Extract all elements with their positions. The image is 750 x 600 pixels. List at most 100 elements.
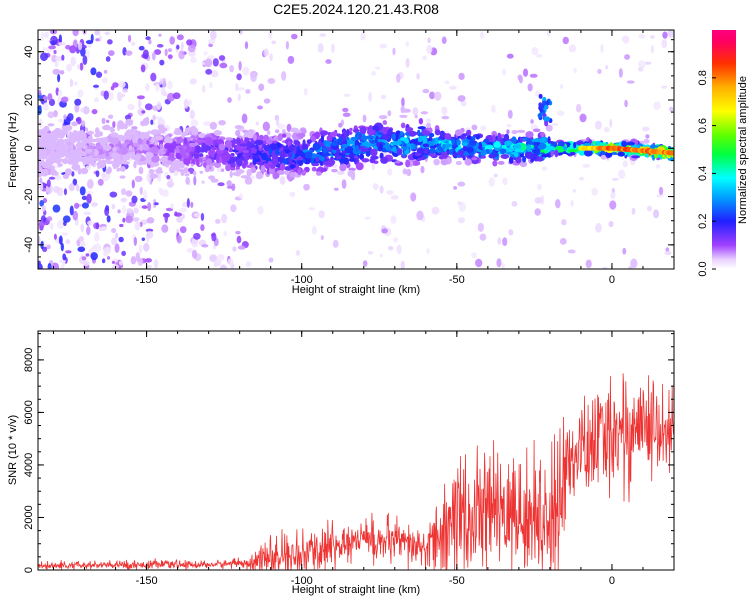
- noise-blob: [236, 73, 242, 81]
- ridge-blob: [311, 166, 317, 172]
- ridge-blob: [511, 136, 517, 144]
- ridge-blob: [57, 163, 63, 167]
- ridge-blob: [511, 151, 519, 156]
- noise-blob: [594, 120, 602, 130]
- ridge-blob: [75, 149, 84, 155]
- noise-blob: [52, 204, 61, 213]
- ridge-blob: [338, 122, 343, 128]
- noise-blob: [626, 80, 635, 84]
- ridge-blob: [257, 161, 264, 166]
- noise-blob: [114, 232, 119, 239]
- noise-blob: [137, 107, 145, 116]
- noise-blob: [392, 47, 396, 56]
- noise-blob: [665, 247, 670, 253]
- noise-blob: [208, 43, 213, 48]
- ridge-blob: [235, 137, 241, 146]
- ridge-blob: [142, 117, 150, 126]
- ridge-blob: [488, 153, 496, 159]
- ridge-blob: [205, 158, 213, 165]
- noise-blob: [201, 84, 206, 93]
- noise-blob: [416, 73, 420, 80]
- noise-blob: [82, 55, 88, 66]
- noise-blob: [188, 99, 192, 106]
- ridge-blob: [41, 163, 48, 168]
- noise-blob: [263, 48, 269, 57]
- noise-blob: [155, 83, 160, 92]
- ridge-blob: [38, 140, 48, 148]
- ridge-blob: [360, 135, 369, 141]
- noise-blob: [179, 226, 187, 234]
- ridge-blob: [252, 148, 257, 154]
- ridge-blob: [198, 153, 204, 158]
- ridge-blob: [312, 143, 321, 151]
- noise-blob: [479, 233, 487, 241]
- noise-blob: [111, 228, 117, 234]
- noise-blob: [143, 189, 148, 200]
- noise-blob: [186, 197, 190, 208]
- ridge-blob: [213, 161, 222, 168]
- ridge-blob: [281, 128, 286, 135]
- ridge-blob: [525, 131, 534, 138]
- y-tick-label: 8000: [23, 348, 35, 372]
- noise-blob: [85, 40, 94, 45]
- noise-blob: [53, 186, 61, 193]
- colorbar: 0.0 0.2 0.4 0.6 0.8 Normalized spectral ampl…: [697, 30, 749, 277]
- noise-blob: [65, 250, 72, 254]
- ridge-blob: [246, 140, 252, 148]
- noise-blob: [178, 50, 185, 60]
- ridge-blob: [185, 145, 192, 154]
- ridge-blob: [105, 125, 111, 131]
- noise-blob: [111, 260, 116, 264]
- noise-blob: [289, 191, 296, 198]
- ridge-blob: [150, 129, 160, 136]
- ridge-blob: [500, 154, 510, 158]
- noise-blob: [480, 31, 484, 39]
- noise-blob: [204, 58, 213, 68]
- noise-blob: [127, 103, 135, 111]
- noise-blob: [236, 235, 242, 244]
- ridge-blob: [313, 162, 320, 167]
- noise-blob: [131, 126, 138, 130]
- noise-blob: [150, 119, 154, 125]
- noise-blob: [279, 176, 286, 185]
- ridge-blob: [225, 164, 231, 172]
- ridge-blob: [370, 155, 379, 160]
- feature-blob: [537, 113, 542, 119]
- ridge-blob: [519, 143, 527, 152]
- noise-blob: [148, 39, 152, 45]
- ridge-blob: [284, 170, 289, 176]
- ridge-blob: [380, 156, 389, 164]
- ridge-blob: [63, 124, 73, 132]
- ridge-blob: [497, 132, 502, 139]
- ridge-blob: [266, 130, 271, 136]
- noise-blob: [107, 255, 111, 260]
- ridge-blob: [484, 145, 494, 150]
- noise-blob: [412, 107, 419, 116]
- ridge-blob: [168, 165, 176, 174]
- ridge-blob: [139, 144, 144, 152]
- noise-blob: [145, 83, 150, 92]
- ridge-blob: [116, 167, 120, 172]
- ridge-blob: [427, 123, 431, 129]
- noise-blob: [101, 258, 106, 264]
- ridge-blob: [374, 136, 380, 144]
- ridge-blob: [483, 139, 490, 143]
- ridge-blob: [260, 152, 268, 161]
- ridge-blob: [277, 133, 284, 142]
- ridge-blob: [267, 154, 271, 159]
- ridge-blob: [420, 111, 429, 115]
- noise-blob: [534, 90, 540, 97]
- noise-blob: [431, 206, 440, 215]
- ridge-blob: [314, 131, 321, 140]
- noise-blob: [631, 207, 636, 215]
- noise-blob: [80, 223, 85, 233]
- noise-blob: [166, 174, 171, 180]
- x-tick-label: -100: [291, 274, 313, 286]
- ridge-blob: [433, 158, 440, 166]
- ridge-blob: [137, 137, 142, 145]
- ridge-blob: [236, 158, 243, 167]
- ridge-blob: [101, 162, 106, 168]
- noise-blob: [125, 50, 133, 56]
- noise-blob: [231, 183, 236, 192]
